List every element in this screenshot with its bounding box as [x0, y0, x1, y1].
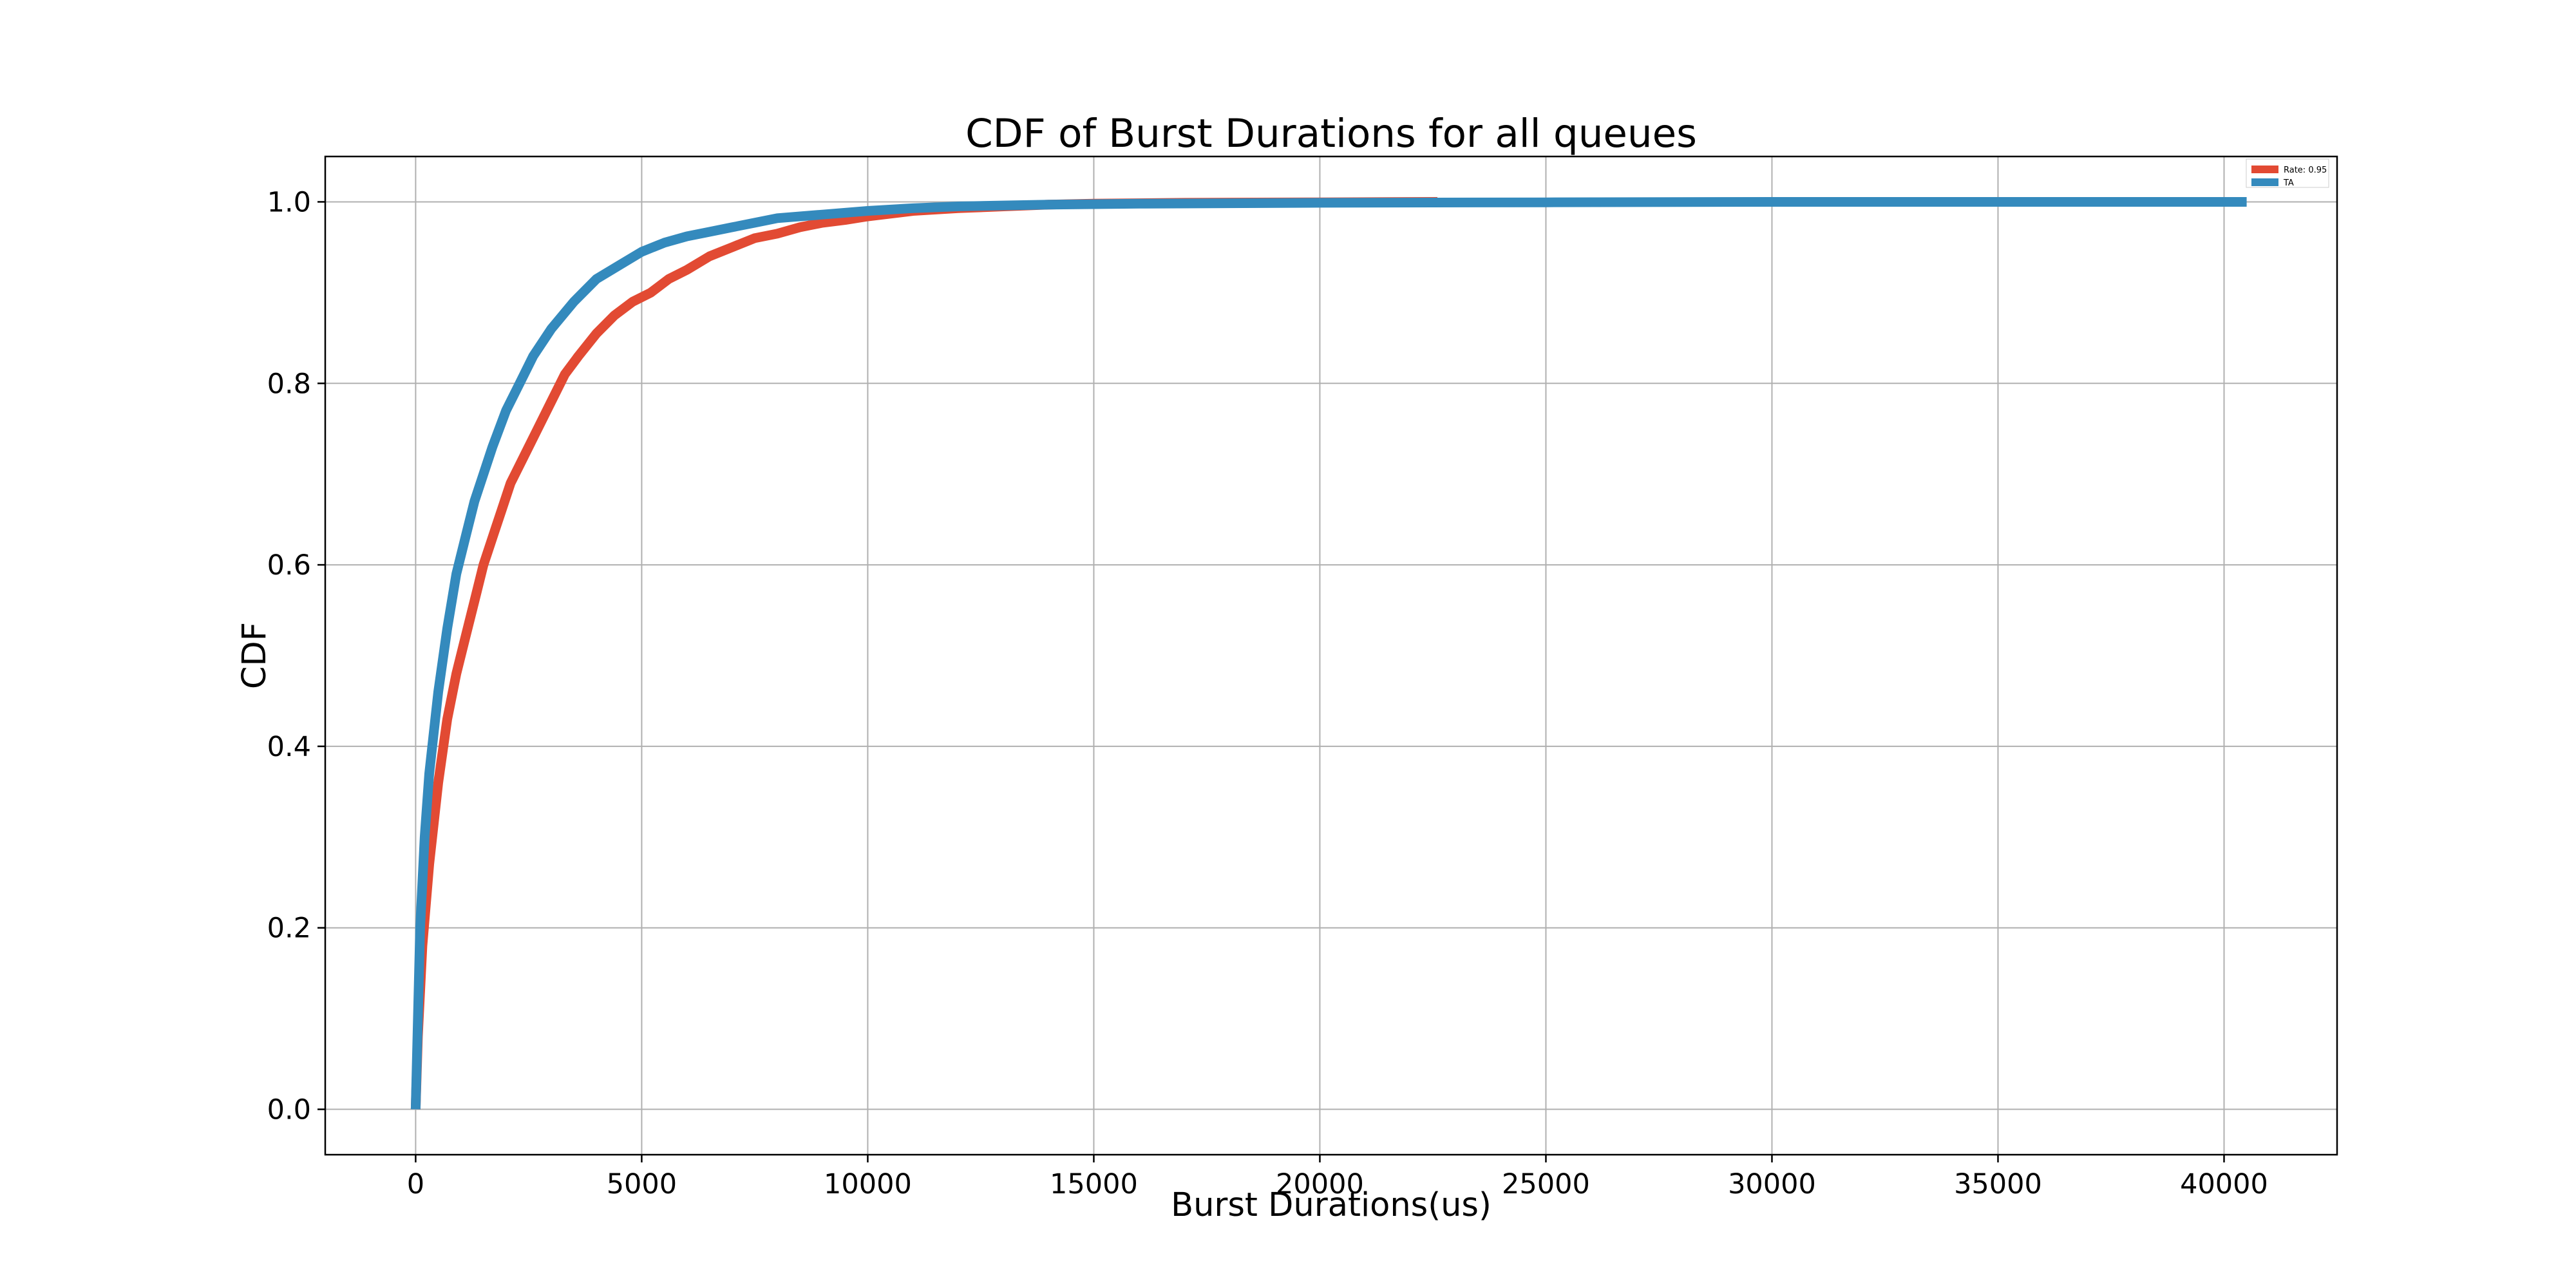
legend: Rate: 0.95 TA: [2246, 158, 2329, 188]
y-tick-label: 0.4: [267, 731, 311, 763]
x-tick-label: 20000: [1276, 1168, 1364, 1200]
series-layer: [410, 197, 2247, 1110]
legend-swatch: [2251, 178, 2278, 186]
series-line-ta: [410, 197, 2247, 1110]
x-tick-label: 5000: [607, 1168, 677, 1200]
y-tick-label: 0.6: [267, 549, 311, 582]
tick-layer: 0 5000 10000 15000 20000 25000 30000 35000 40000…: [267, 186, 2268, 1200]
grid-layer: [325, 156, 2337, 1155]
x-tick-label: 0: [407, 1168, 424, 1200]
x-tick-label: 35000: [1954, 1168, 2042, 1200]
x-tick-label: 10000: [824, 1168, 912, 1200]
legend-swatch: [2251, 166, 2278, 173]
x-tick-label: 25000: [1502, 1168, 1590, 1200]
x-tick-label: 40000: [2180, 1168, 2268, 1200]
plot-frame: [324, 155, 2338, 1156]
y-axis-label: CDF: [236, 622, 274, 689]
series-line-rate: [410, 197, 1438, 1110]
y-tick-label: 1.0: [267, 186, 311, 218]
y-tick-label: 0.2: [267, 913, 311, 945]
x-tick-label: 30000: [1728, 1168, 1816, 1200]
legend-label: Rate: 0.95: [2284, 166, 2327, 175]
y-tick-label: 0.0: [267, 1094, 311, 1126]
x-axis-label: Burst Durations(us): [1171, 1186, 1492, 1224]
x-tick-label: 15000: [1050, 1168, 1138, 1200]
chart-title: CDF of Burst Durations for all queues: [965, 111, 1697, 156]
y-tick-label: 0.8: [267, 368, 311, 400]
legend-label: TA: [2283, 178, 2294, 188]
